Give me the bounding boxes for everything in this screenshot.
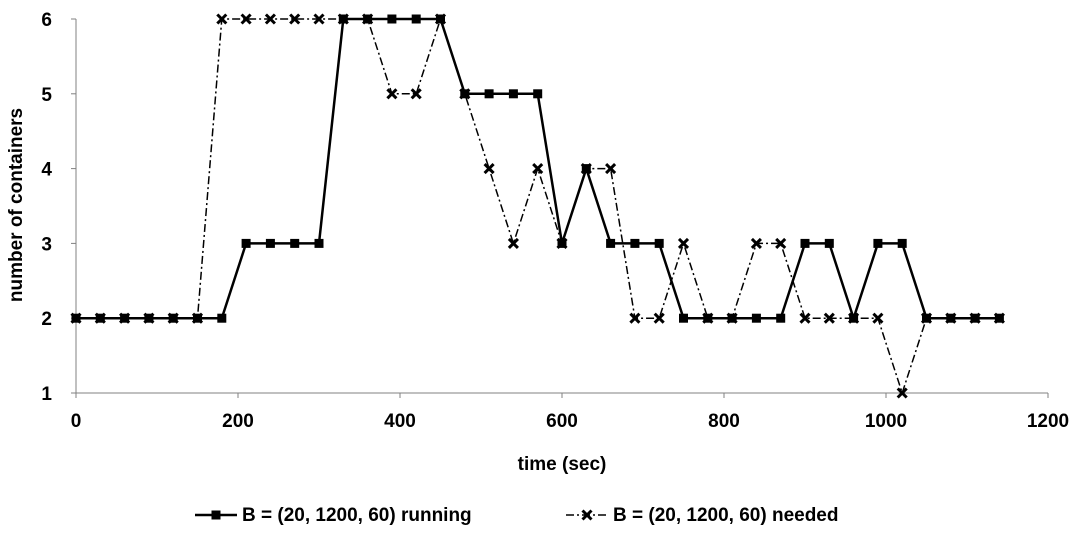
needed-point <box>240 13 252 25</box>
running-point <box>970 313 980 323</box>
y-tick-label: 1 <box>41 384 52 405</box>
running-point <box>265 238 275 248</box>
legend-needed-marker <box>581 509 593 521</box>
legend-label-needed: B = (20, 1200, 60) needed <box>613 505 838 526</box>
running-point <box>533 89 543 99</box>
running-point <box>751 313 761 323</box>
needed-point <box>264 13 276 25</box>
needed-point <box>896 387 908 399</box>
running-point <box>411 14 421 24</box>
needed-point <box>872 312 884 324</box>
running-point <box>946 313 956 323</box>
needed-point <box>483 163 495 175</box>
x-tick-label: 0 <box>71 411 82 432</box>
y-axis-label: number of containers <box>6 108 27 302</box>
x-tick-label: 400 <box>384 411 416 432</box>
running-point <box>290 238 300 248</box>
running-point <box>679 313 688 323</box>
running-point <box>994 313 1004 323</box>
running-point <box>581 164 591 174</box>
needed-point <box>507 237 519 249</box>
legend-running-marker <box>211 510 221 520</box>
axes: 0 200 400 600 800 1000 1200 1 2 3 4 5 6 <box>41 10 1069 432</box>
needed-point <box>677 237 690 249</box>
series-layer <box>70 13 1005 399</box>
x-tick-label: 1000 <box>865 411 907 432</box>
needed-point <box>775 237 787 249</box>
running-point <box>120 313 130 323</box>
running-point <box>800 238 810 248</box>
running-point <box>193 313 202 323</box>
running-point <box>241 238 251 248</box>
needed-point <box>823 312 835 324</box>
legend-label-running: B = (20, 1200, 60) running <box>242 505 472 526</box>
y-tick-label: 5 <box>41 85 52 106</box>
running-point <box>922 313 931 323</box>
running-point <box>95 313 105 323</box>
running-point <box>460 89 470 99</box>
needed-point <box>386 88 398 100</box>
x-tick-label: 600 <box>546 411 578 432</box>
running-point <box>776 313 786 323</box>
needed-point <box>313 13 325 25</box>
needed-point <box>289 13 301 25</box>
running-point <box>824 238 834 248</box>
needed-point <box>799 312 811 324</box>
running-point <box>727 313 737 323</box>
needed-point <box>750 237 762 249</box>
needed-point <box>605 163 617 175</box>
running-point <box>873 238 883 248</box>
running-point <box>168 313 178 323</box>
running-point <box>703 313 713 323</box>
running-point <box>363 14 373 24</box>
running-point <box>144 313 154 323</box>
running-point <box>630 238 640 248</box>
running-point <box>508 89 518 99</box>
running-point <box>606 238 616 248</box>
legend-item-running: B = (20, 1200, 60) running <box>195 505 472 526</box>
running-point <box>217 313 227 323</box>
y-tick-label: 2 <box>41 309 52 330</box>
y-tick-label: 4 <box>41 160 52 181</box>
running-point <box>436 14 445 24</box>
running-point <box>314 238 324 248</box>
needed-point <box>532 163 544 175</box>
running-point <box>338 14 348 24</box>
needed-point <box>653 312 665 324</box>
legend: B = (20, 1200, 60) running B = (20, 1200,… <box>195 505 838 526</box>
y-tick-label: 3 <box>41 234 52 255</box>
y-tick-label: 6 <box>41 10 52 31</box>
running-point <box>557 238 567 248</box>
running-point <box>897 238 907 248</box>
running-point <box>849 313 859 323</box>
running-point <box>387 14 397 24</box>
running-point <box>71 313 81 323</box>
legend-item-needed: B = (20, 1200, 60) needed <box>566 505 838 526</box>
running-point <box>654 238 664 248</box>
series-needed-line <box>76 16 1000 396</box>
running-point <box>484 89 494 99</box>
x-tick-label: 200 <box>222 411 254 432</box>
x-tick-label: 800 <box>708 411 740 432</box>
x-axis-label: time (sec) <box>518 454 607 475</box>
x-tick-label: 1200 <box>1027 411 1069 432</box>
needed-point <box>629 312 641 324</box>
needed-point <box>216 13 228 25</box>
needed-point <box>410 88 422 100</box>
